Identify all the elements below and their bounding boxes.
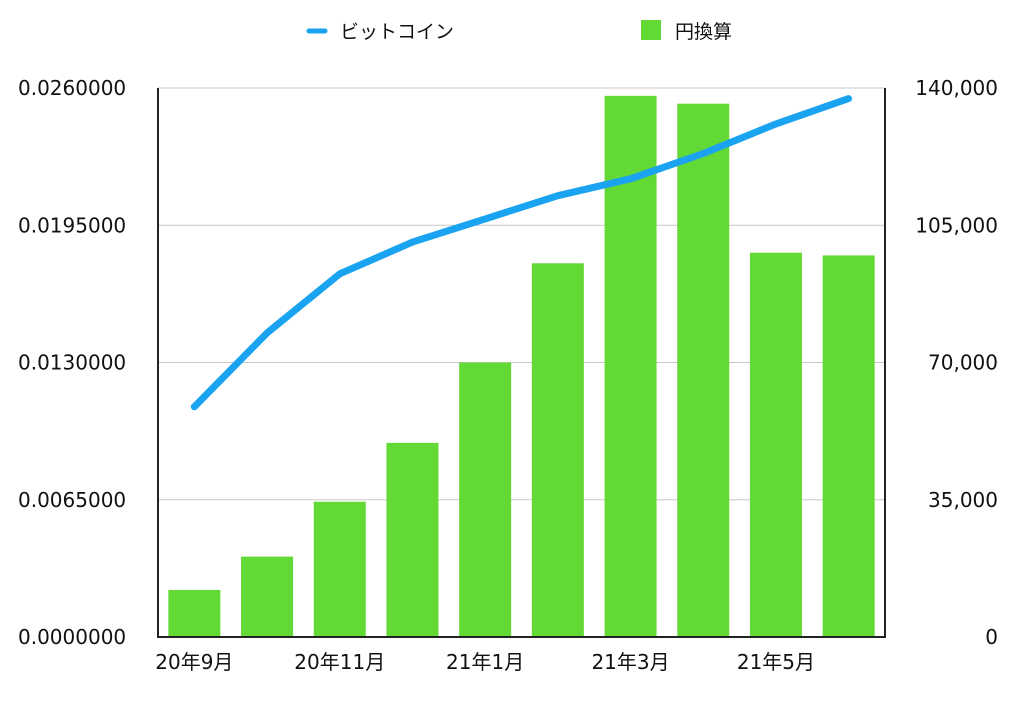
left-tick-label: 0.0065000: [18, 488, 126, 512]
legend-bar-swatch: [641, 20, 661, 40]
bar: [531, 263, 584, 637]
bar: [241, 556, 294, 637]
series-line: [190, 95, 853, 411]
right-tick-label: 70,000: [928, 351, 998, 375]
bar: [313, 501, 366, 637]
right-tick-label: 140,000: [915, 76, 998, 100]
line-series: [190, 95, 853, 411]
legend-label: ビットコイン: [340, 21, 454, 43]
bar: [386, 442, 439, 637]
x-axis-ticks: 20年9月 20年11月 21年1月 21年3月 21年5月: [155, 650, 815, 674]
bar: [822, 255, 875, 637]
right-tick-label: 35,000: [928, 488, 998, 512]
x-tick-label: 21年5月: [737, 650, 815, 674]
x-tick-label: 21年1月: [446, 650, 524, 674]
bar: [459, 362, 512, 637]
legend: ビットコイン 円換算: [306, 20, 732, 43]
right-axis-ticks: 0 35,000 70,000 105,000 140,000: [915, 76, 998, 649]
left-tick-label: 0.0130000: [18, 351, 126, 375]
left-tick-label: 0.0000000: [18, 625, 126, 649]
x-tick-label: 20年9月: [155, 650, 233, 674]
bar-series: [168, 95, 875, 638]
x-tick-label: 21年3月: [591, 650, 669, 674]
right-tick-label: 105,000: [915, 213, 998, 237]
bar: [749, 252, 802, 637]
right-tick-label: 0: [985, 625, 998, 649]
axes: [157, 88, 886, 638]
left-tick-label: 0.0195000: [18, 213, 126, 237]
x-tick-label: 20年11月: [294, 650, 385, 674]
left-axis-ticks: 0.0000000 0.0065000 0.0130000 0.0195000 0.02…: [18, 76, 126, 649]
legend-label: 円換算: [675, 21, 732, 43]
bar: [168, 589, 221, 637]
left-tick-label: 0.0260000: [18, 76, 126, 100]
bar: [677, 103, 730, 637]
